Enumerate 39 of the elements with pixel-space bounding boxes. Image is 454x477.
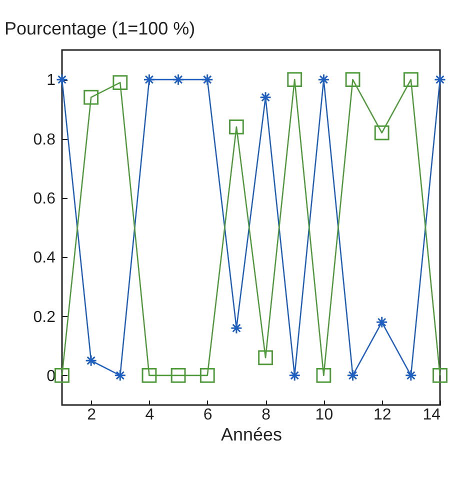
y-tick-label: 0.6 xyxy=(33,190,56,208)
y-tick-label: 0.8 xyxy=(33,131,56,148)
point xyxy=(346,369,359,382)
point xyxy=(403,72,418,88)
y-axis-title: Pourcentage (1=100 %) xyxy=(4,18,196,38)
point xyxy=(434,74,446,86)
point xyxy=(230,322,242,334)
y-tick-label: 1 xyxy=(46,72,56,90)
point xyxy=(287,72,302,88)
point xyxy=(229,119,244,134)
x-tick-label: 4 xyxy=(145,406,154,424)
x-axis-title: Années xyxy=(220,424,282,444)
y-tick-label: 0.2 xyxy=(33,308,56,326)
point xyxy=(172,74,184,86)
x-tick-label: 8 xyxy=(262,406,271,424)
x-tick-label: 6 xyxy=(203,406,212,424)
point xyxy=(84,90,99,105)
point xyxy=(200,368,215,383)
point xyxy=(374,125,390,140)
point xyxy=(170,368,186,383)
x-tick-label: 14 xyxy=(422,406,441,424)
point xyxy=(432,368,448,383)
point xyxy=(258,350,273,366)
point xyxy=(404,369,417,382)
point xyxy=(85,354,98,367)
point xyxy=(114,369,126,382)
point xyxy=(345,72,360,88)
point xyxy=(143,74,156,86)
point xyxy=(376,316,388,328)
x-tick-label: 2 xyxy=(87,406,96,424)
point xyxy=(112,75,128,90)
point xyxy=(56,74,68,86)
point xyxy=(316,368,332,383)
x-tick-label: 10 xyxy=(315,406,334,424)
point xyxy=(54,368,70,383)
y-tick-label: 0.4 xyxy=(33,250,56,267)
x-tick-label: 12 xyxy=(373,406,392,424)
point xyxy=(142,368,157,383)
point xyxy=(201,74,214,86)
